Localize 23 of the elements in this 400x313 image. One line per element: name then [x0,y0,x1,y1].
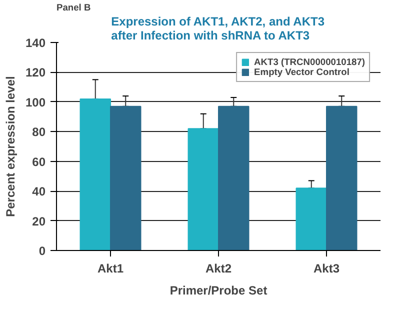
legend-label: AKT3 (TRCN0000010187) [254,57,365,67]
y-tick-label: 140 [25,36,46,50]
y-tick-label: 100 [25,95,46,110]
y-tick-label: 0 [38,244,46,258]
x-axis-title: Primer/Probe Set [170,284,268,298]
y-tick-label: 40 [32,184,46,199]
bar [110,106,142,250]
bar [80,98,111,250]
x-tick-label: Akt1 [97,262,124,276]
y-axis-title: Percent expression level [3,76,18,217]
bar [326,106,358,250]
x-tick-label: Akt2 [205,262,232,276]
bar [218,106,250,250]
chart-title: Expression of AKT1, AKT2, and AKT3 after Infection with shRNA to AKT3 [111,14,325,42]
x-tick-label: Akt3 [313,262,340,276]
bar [296,188,327,250]
legend-label: Empty Vector Control [254,67,350,77]
y-tick-label: 20 [32,214,46,228]
y-tick-label: 80 [32,125,46,140]
y-tick-label: 120 [25,66,46,80]
text: Panel B [56,2,91,12]
bar [188,128,219,250]
y-tick-label: 60 [32,154,46,169]
